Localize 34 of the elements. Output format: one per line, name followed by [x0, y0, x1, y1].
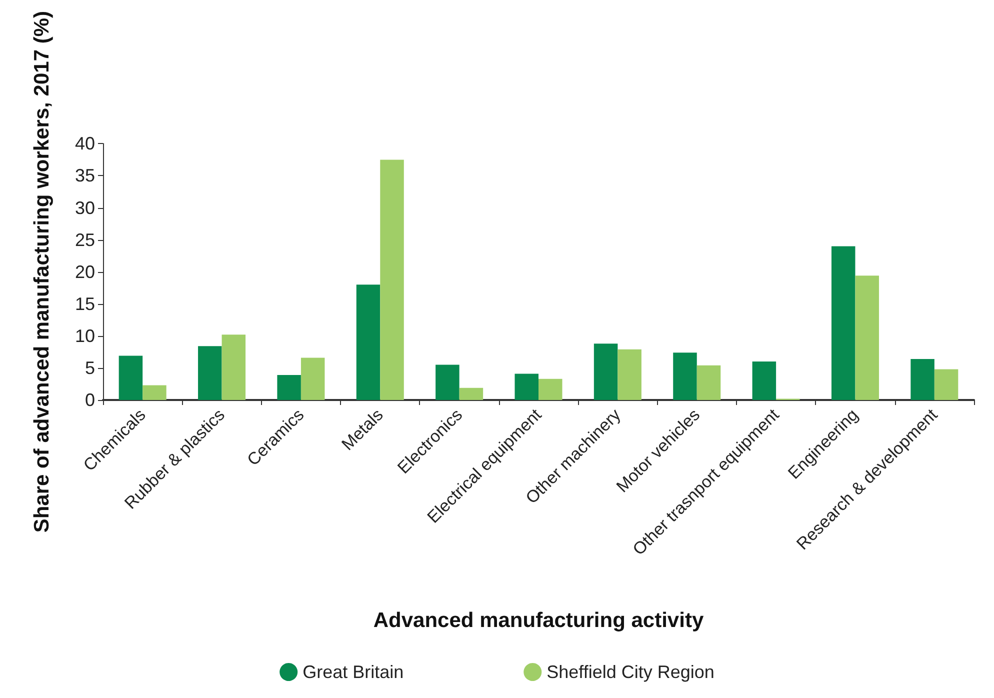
y-tick-label: 0 — [84, 390, 95, 410]
bar — [831, 246, 856, 400]
y-tick-label: 35 — [74, 166, 95, 186]
bar — [910, 358, 934, 400]
bar — [934, 369, 958, 400]
bar — [855, 276, 879, 400]
bar — [673, 352, 697, 400]
y-tick-label: 10 — [74, 326, 95, 346]
bar — [594, 344, 618, 400]
y-tick-label: 40 — [74, 134, 95, 154]
bar — [696, 365, 721, 400]
legend-label: Sheffield City Region — [546, 662, 714, 682]
bar — [198, 346, 222, 400]
y-tick-label: 20 — [74, 262, 95, 282]
y-tick-label: 5 — [84, 358, 95, 378]
bar — [118, 356, 143, 400]
bar — [752, 362, 776, 400]
y-tick-label: 15 — [74, 294, 95, 314]
legend-label: Great Britain — [302, 662, 404, 682]
y-tick-label: 30 — [74, 198, 95, 218]
bar — [222, 334, 246, 400]
y-tick-label: 25 — [74, 230, 95, 250]
y-axis-title: Share of advanced manufacturing workers, 2017 (%) — [30, 11, 54, 533]
bar — [142, 385, 166, 400]
bar — [380, 160, 404, 400]
bar — [618, 349, 642, 400]
bar — [459, 388, 484, 400]
bar — [356, 284, 380, 400]
bar — [514, 374, 538, 400]
bar — [300, 358, 325, 400]
bar — [436, 364, 460, 400]
bar — [538, 378, 562, 400]
bar — [277, 375, 301, 400]
x-axis-title: Advanced manufacturing activity — [373, 609, 704, 632]
